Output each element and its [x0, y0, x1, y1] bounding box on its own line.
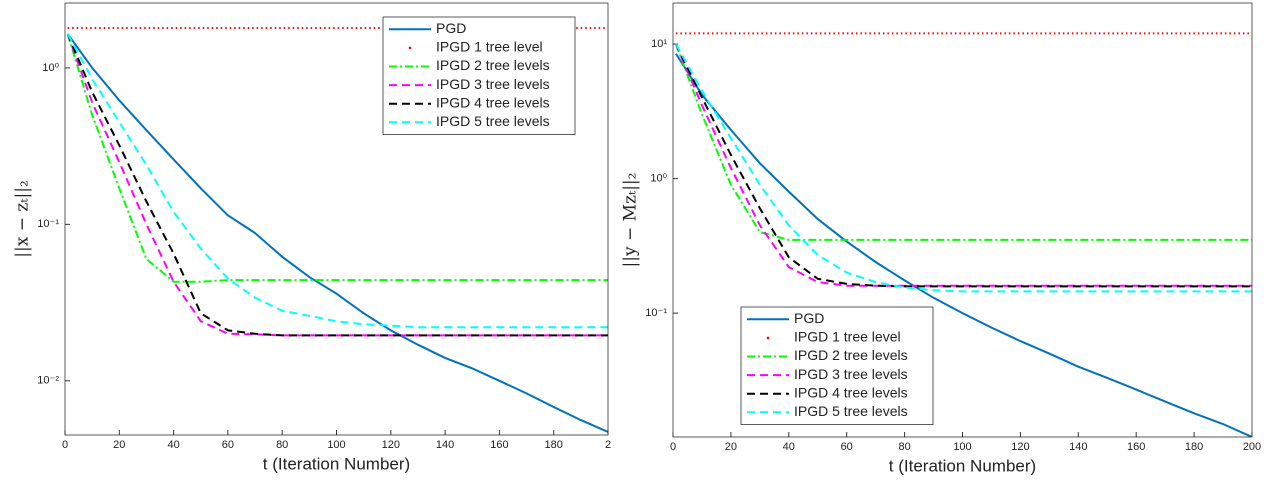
legend-label: IPGD 2 tree levels	[794, 347, 908, 363]
subplot: 0 20 40 60 80 100 120 140 160 180 2 10⁻² 10⁻¹ 10⁰ t (I…	[13, 2, 611, 473]
x-tick-label: 120	[382, 439, 400, 451]
legend-label: IPGD 5 tree levels	[794, 403, 908, 419]
x-tick-label: 20	[113, 439, 125, 451]
x-tick-label: 80	[276, 439, 288, 451]
axes-frame	[672, 2, 1253, 438]
x-tick-label: 40	[783, 441, 795, 453]
series-line	[675, 53, 1252, 437]
legend-swatch	[408, 46, 412, 50]
legend: PGD IPGD 1 tree level IPGD 2 tree levels IP…	[740, 306, 934, 425]
series-line	[675, 43, 1252, 293]
x-tick-label: 160	[1127, 441, 1145, 453]
x-tick-label: 140	[436, 439, 454, 451]
x-tick-label: 0	[670, 441, 676, 453]
subplot: 0 20 40 60 80 100 120 140 160 180 200 10⁻¹ 10⁰ 10¹ t (…	[621, 2, 1261, 475]
legend-label: IPGD 2 tree levels	[436, 57, 550, 73]
legend-label: IPGD 4 tree levels	[794, 384, 908, 400]
y-tick-label: 10¹	[651, 38, 667, 50]
x-axis-label: t (Iteration Number)	[889, 456, 1036, 475]
series-line	[66, 33, 608, 283]
legend-box	[382, 16, 576, 135]
x-tick-label: 20	[725, 441, 737, 453]
y-tick-label: 10⁰	[42, 62, 59, 74]
x-tick-label: 180	[1185, 441, 1203, 453]
x-tick-label: 120	[1011, 441, 1029, 453]
x-tick-label: 100	[327, 439, 345, 451]
y-axis-label: ||x − zₜ||₂	[13, 180, 33, 258]
legend-label: IPGD 3 tree levels	[794, 366, 908, 382]
y-tick-label: 10⁻²	[37, 375, 59, 387]
legend-label: PGD	[436, 20, 466, 36]
y-tick-label: 10⁻¹	[37, 218, 59, 230]
y-tick-label: 10⁰	[650, 173, 667, 185]
series-line	[66, 33, 608, 337]
axes-frame	[64, 2, 609, 436]
x-tick-label: 160	[490, 439, 508, 451]
x-tick-label: 60	[841, 441, 853, 453]
legend-label: IPGD 5 tree levels	[436, 113, 550, 129]
x-tick-label: 40	[167, 439, 179, 451]
series-line	[66, 33, 608, 329]
legend-label: PGD	[794, 310, 824, 326]
x-tick-label: 180	[545, 439, 563, 451]
legend-label: IPGD 4 tree levels	[436, 94, 550, 110]
series-line	[66, 33, 608, 433]
x-tick-label: 200	[1243, 441, 1261, 453]
x-tick-label: 80	[898, 441, 910, 453]
legend-swatch	[766, 336, 770, 340]
x-tick-label: 2	[605, 439, 611, 451]
series-line	[674, 43, 1252, 241]
legend-label: IPGD 1 tree level	[436, 39, 543, 55]
x-tick-label: 0	[62, 439, 68, 451]
legend-label: IPGD 1 tree level	[794, 329, 901, 345]
x-tick-label: 60	[222, 439, 234, 451]
legend: PGD IPGD 1 tree level IPGD 2 tree levels IP…	[382, 16, 576, 135]
x-tick-label: 100	[953, 441, 971, 453]
y-axis-label: ||y − Mzₜ||₂	[621, 173, 641, 268]
x-tick-label: 140	[1069, 441, 1087, 453]
y-tick-label: 10⁻¹	[645, 307, 667, 319]
series-line	[675, 43, 1252, 288]
legend-box	[740, 306, 934, 425]
x-axis-label: t (Iteration Number)	[263, 454, 410, 473]
legend-label: IPGD 3 tree levels	[436, 76, 550, 92]
